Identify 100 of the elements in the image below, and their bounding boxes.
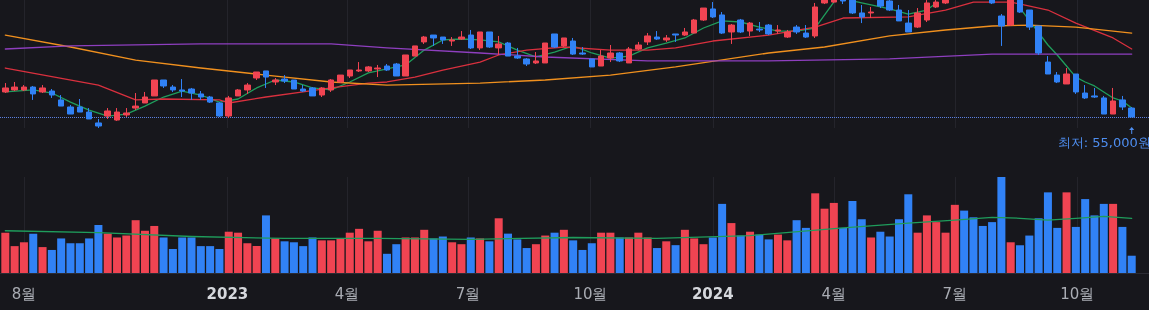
candlestick [384,63,390,72]
candlestick [356,61,362,73]
candlestick [803,24,809,39]
x-tick-label: 7월 [942,284,968,303]
bar [1118,226,1127,273]
bar [308,237,317,273]
candlestick [67,104,74,115]
candlestick [914,7,921,29]
bar [252,246,261,273]
candlestick [710,1,716,19]
x-tick-label: 2023 [206,284,249,303]
bar [755,234,764,273]
annotation: 최저: 55,000원 [1057,135,1149,151]
candlestick [1128,106,1135,118]
candlestick [393,62,400,77]
bar [746,231,755,273]
candlestick [654,30,660,41]
candlestick [868,6,874,19]
candlestick [1082,84,1088,100]
candlestick [77,98,83,113]
bar [736,235,745,273]
candlestick [924,0,930,23]
candlestick [589,58,595,68]
candlestick [477,31,483,51]
candlestick [458,30,465,41]
candlestick [1026,9,1033,31]
candlestick [793,24,800,35]
bar [643,237,652,273]
candlestick [347,69,353,79]
candlestick [216,101,223,118]
candlestick [644,32,651,46]
candlestick [58,94,64,107]
bar [522,248,531,273]
candlestick [635,41,642,51]
bar [494,218,503,273]
bar [476,238,485,273]
bar [615,237,624,273]
candlestick [291,79,297,90]
bar [1006,242,1015,273]
bar [1127,255,1136,273]
candlestick [505,41,511,57]
candlestick [998,13,1005,47]
candlestick [1035,25,1042,56]
candlestick [337,74,344,84]
candlestick [859,4,865,24]
candlestick [570,37,576,56]
candlestick [598,49,604,67]
x-tick-label: 8월 [11,284,37,303]
candlestick [1073,73,1079,95]
candlestick [300,84,306,93]
candlestick [21,84,27,92]
candlestick [1054,71,1060,84]
x-tick-label: 10월 [573,284,608,303]
candlestick [700,7,707,22]
candlestick [225,95,232,119]
x-tick-label: 4월 [334,284,360,303]
candlestick [1045,55,1051,75]
candlestick [440,36,446,45]
candlestick [542,42,548,64]
bar [271,238,280,273]
candlestick [263,70,269,89]
candlestick [1091,87,1098,99]
x-tick-label: 10월 [1060,284,1095,303]
candlestick [328,78,334,93]
candlestick [179,78,185,98]
candlestick [449,36,455,47]
bar [811,193,820,273]
candlestick [253,71,260,81]
candlestick [905,9,912,33]
candlestick [319,86,325,98]
candlestick [784,29,791,39]
x-tick-label: 2024 [691,284,734,303]
candlestick [430,34,437,47]
candlestick [775,24,781,35]
candlestick [1063,67,1070,85]
bar [727,223,736,273]
candlestick [402,54,409,77]
candlestick [533,51,539,65]
candlestick [579,46,586,56]
candlestick [616,51,623,63]
candlestick [1119,95,1126,111]
candlestick [412,45,418,57]
candlestick [728,23,735,45]
candlestick [561,37,567,48]
candlestick [114,107,120,122]
bar [662,241,671,273]
candlestick [551,33,558,49]
candlestick [812,2,818,39]
candlestick [188,87,195,101]
bar [466,237,475,273]
bar [867,237,876,273]
bar [261,215,270,273]
candlestick [663,34,670,43]
bar [550,232,559,273]
candlestick [495,35,502,56]
bar [1109,203,1118,273]
candlestick [235,88,241,97]
candlestick [11,81,18,92]
bar [373,230,382,273]
bar [29,233,38,273]
